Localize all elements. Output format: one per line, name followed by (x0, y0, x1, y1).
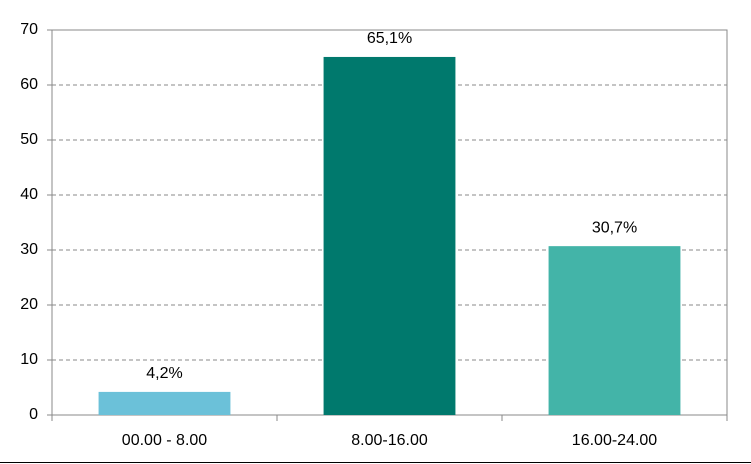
y-tick-label: 30 (20, 241, 38, 258)
data-label: 30,7% (592, 219, 637, 236)
y-tick-label: 70 (20, 21, 38, 38)
y-tick-label: 0 (29, 406, 38, 423)
y-tick-label: 40 (20, 186, 38, 203)
y-tick-label: 50 (20, 131, 38, 148)
bar (98, 391, 231, 415)
y-tick-label: 20 (20, 296, 38, 313)
x-tick-label: 8.00-16.00 (351, 432, 428, 449)
x-tick-label: 16.00-24.00 (572, 432, 658, 449)
y-tick-label: 60 (20, 76, 38, 93)
bar (323, 56, 456, 415)
data-label: 65,1% (367, 30, 412, 47)
x-tick-label: 00.00 - 8.00 (122, 432, 208, 449)
bar (548, 246, 681, 415)
data-label: 4,2% (146, 365, 182, 382)
y-tick-label: 10 (20, 351, 38, 368)
